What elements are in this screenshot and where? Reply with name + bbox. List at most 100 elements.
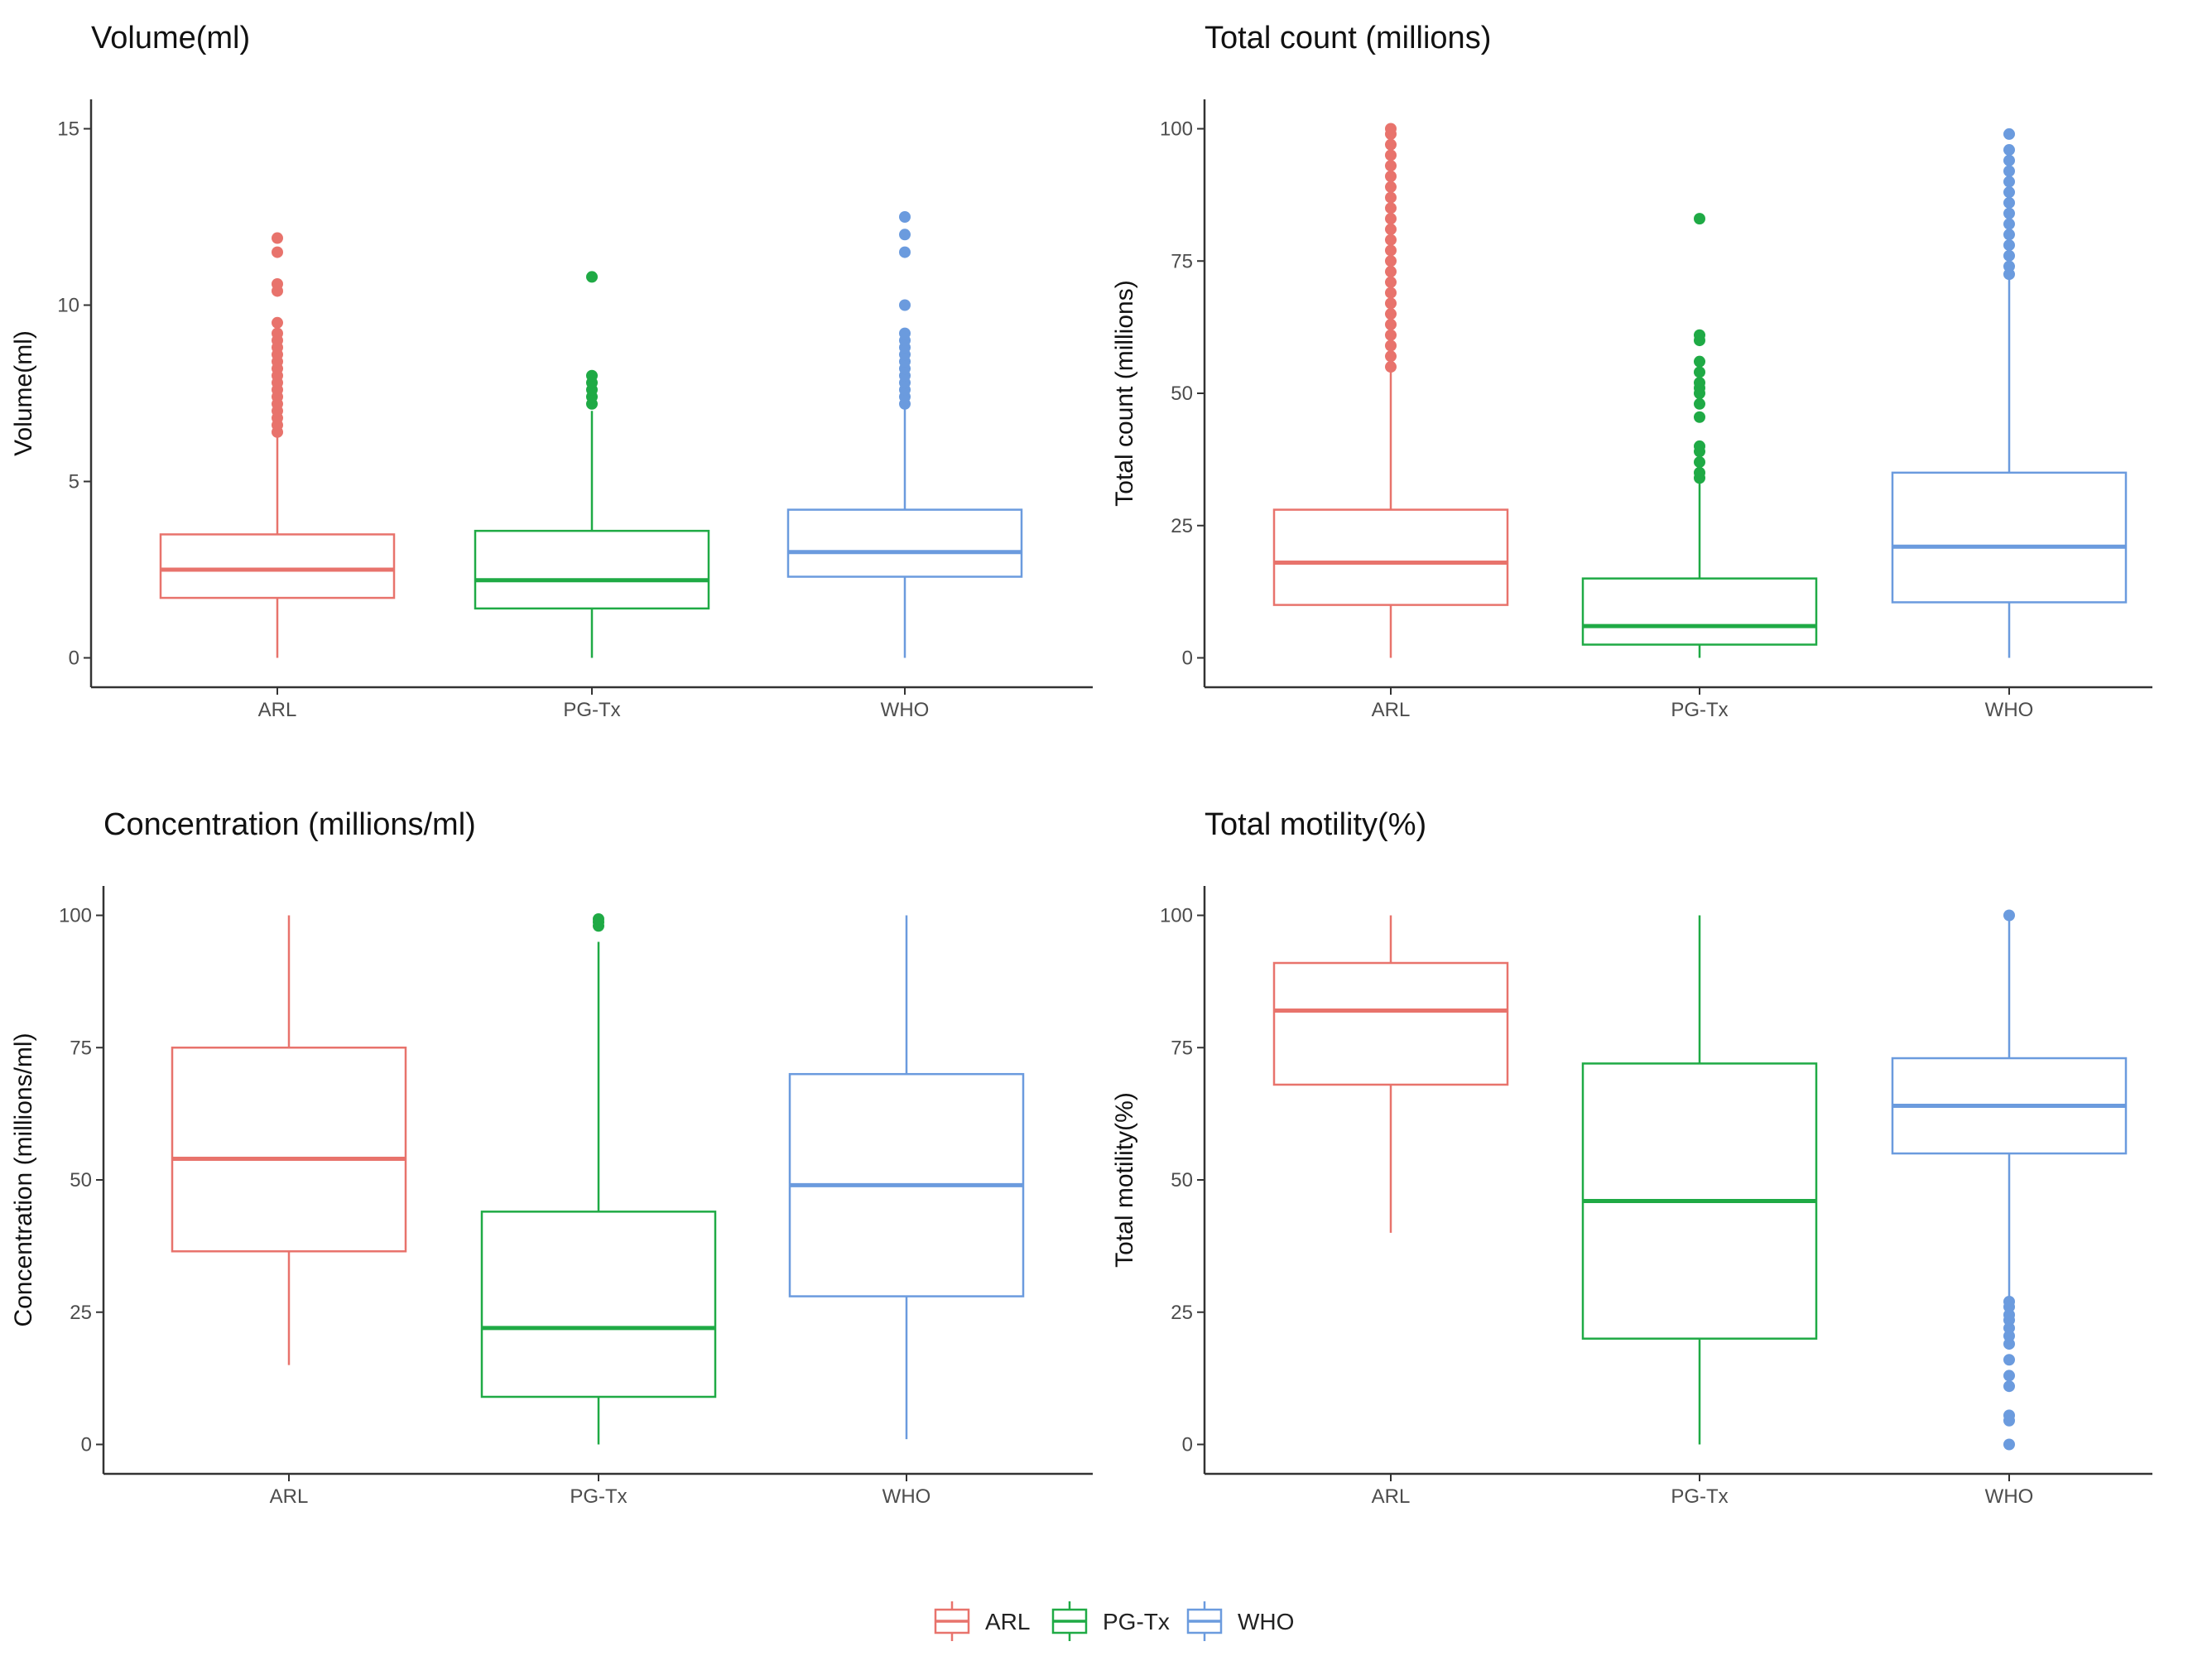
outlier-point xyxy=(1385,138,1397,151)
iqr-box xyxy=(1581,577,1818,646)
x-tick-label: PG-Tx xyxy=(570,1485,627,1508)
iqr-box xyxy=(474,529,710,610)
y-tick-label: 25 xyxy=(1171,515,1193,537)
outlier-point xyxy=(899,327,911,339)
y-tick-label: 0 xyxy=(81,1434,92,1456)
y-tick-label: 75 xyxy=(70,1037,92,1059)
outlier-point xyxy=(1385,318,1397,330)
outlier-point xyxy=(2003,196,2015,209)
outlier-point xyxy=(1385,160,1397,172)
outlier-point xyxy=(2003,1438,2015,1451)
outlier-point xyxy=(586,369,598,382)
outlier-point xyxy=(2003,218,2015,230)
box-pg-tx xyxy=(474,271,710,658)
box-arl xyxy=(1272,123,1509,658)
y-tick-label: 25 xyxy=(1171,1302,1193,1324)
panel-4: Total motility(%) 0 25 50 75 100 Total motilit… xyxy=(1111,807,2152,1508)
outlier-point xyxy=(1385,297,1397,310)
y-tick-label: 50 xyxy=(1171,383,1193,405)
outlier-point xyxy=(2003,144,2015,156)
y-tick-label: 15 xyxy=(57,118,79,141)
outlier-point xyxy=(1385,361,1397,373)
x-tick-label: PG-Tx xyxy=(563,699,620,721)
outlier-point xyxy=(2003,249,2015,262)
outlier-point xyxy=(2003,1338,2015,1350)
outlier-point xyxy=(2003,1354,2015,1366)
legend-item-arl: ARL xyxy=(934,1601,1030,1641)
iqr-box xyxy=(159,533,396,599)
outlier-point xyxy=(2003,154,2015,166)
outlier-point xyxy=(899,299,911,311)
x-tick-label: ARL xyxy=(270,1485,309,1508)
outlier-point xyxy=(2003,229,2015,241)
outlier-point xyxy=(2003,207,2015,219)
outlier-point xyxy=(899,246,911,258)
y-axis-label: Total count (millions) xyxy=(1111,280,1138,506)
outlier-point xyxy=(272,246,283,258)
x-tick-label: WHO xyxy=(1985,699,2034,721)
outlier-point xyxy=(1694,411,1705,423)
y-tick-label: 0 xyxy=(1182,647,1193,670)
outlier-point xyxy=(2003,165,2015,177)
outlier-point xyxy=(1694,466,1705,479)
outlier-point xyxy=(1385,286,1397,299)
outlier-point xyxy=(272,277,283,290)
panel-3: Concentration (millions/ml) 0 25 50 75 100 Con… xyxy=(10,807,1093,1508)
outlier-point xyxy=(2003,1321,2015,1334)
outlier-point xyxy=(2003,1380,2015,1393)
y-tick-label: 0 xyxy=(1182,1434,1193,1456)
x-tick-label: WHO xyxy=(1985,1485,2034,1508)
y-axis-label: Volume(ml) xyxy=(10,330,37,456)
iqr-box xyxy=(786,508,1023,578)
outlier-point xyxy=(1385,181,1397,193)
outlier-point xyxy=(2003,128,2015,140)
x-tick-label: ARL xyxy=(1372,699,1411,721)
outlier-point xyxy=(586,271,598,283)
x-tick-label: WHO xyxy=(881,699,930,721)
iqr-box xyxy=(480,1211,717,1398)
y-tick-label: 100 xyxy=(1160,118,1193,141)
y-tick-label: 50 xyxy=(1171,1169,1193,1191)
y-tick-label: 100 xyxy=(1160,905,1193,927)
legend-label: PG-Tx xyxy=(1103,1609,1170,1634)
outlier-point xyxy=(1385,339,1397,352)
y-tick-label: 10 xyxy=(57,295,79,317)
outlier-point xyxy=(2003,268,2015,281)
iqr-box xyxy=(1272,508,1509,606)
outlier-point xyxy=(1694,440,1705,452)
outlier-point xyxy=(272,232,283,244)
box-who xyxy=(1891,909,2128,1451)
outlier-point xyxy=(1694,456,1705,469)
box-who xyxy=(1891,128,2128,658)
outlier-point xyxy=(1385,255,1397,267)
outlier-point xyxy=(899,229,911,241)
outlier-point xyxy=(2003,186,2015,199)
outlier-point xyxy=(1694,213,1705,225)
outlier-point xyxy=(1385,223,1397,235)
x-tick-label: PG-Tx xyxy=(1671,699,1728,721)
x-tick-label: PG-Tx xyxy=(1671,1485,1728,1508)
outlier-point xyxy=(2003,1409,2015,1422)
box-who xyxy=(786,211,1023,658)
outlier-point xyxy=(1385,266,1397,278)
iqr-box xyxy=(171,1047,407,1253)
outlier-point xyxy=(1385,149,1397,161)
outlier-point xyxy=(2003,239,2015,252)
outlier-point xyxy=(2003,1330,2015,1342)
box-pg-tx xyxy=(1581,213,1818,658)
panel-title: Volume(ml) xyxy=(91,21,250,55)
outlier-point xyxy=(2003,1308,2015,1321)
box-arl xyxy=(159,232,396,658)
outlier-point xyxy=(1385,123,1397,135)
outlier-point xyxy=(2003,260,2015,272)
panel-title: Concentration (millions/ml) xyxy=(103,807,476,842)
outlier-point xyxy=(1385,276,1397,288)
y-tick-label: 0 xyxy=(69,647,79,670)
outlier-point xyxy=(1385,213,1397,225)
box-who xyxy=(788,915,1025,1440)
outlier-point xyxy=(272,316,283,329)
box-arl xyxy=(1272,915,1509,1233)
outlier-point xyxy=(1694,397,1705,410)
box-arl xyxy=(171,915,407,1365)
